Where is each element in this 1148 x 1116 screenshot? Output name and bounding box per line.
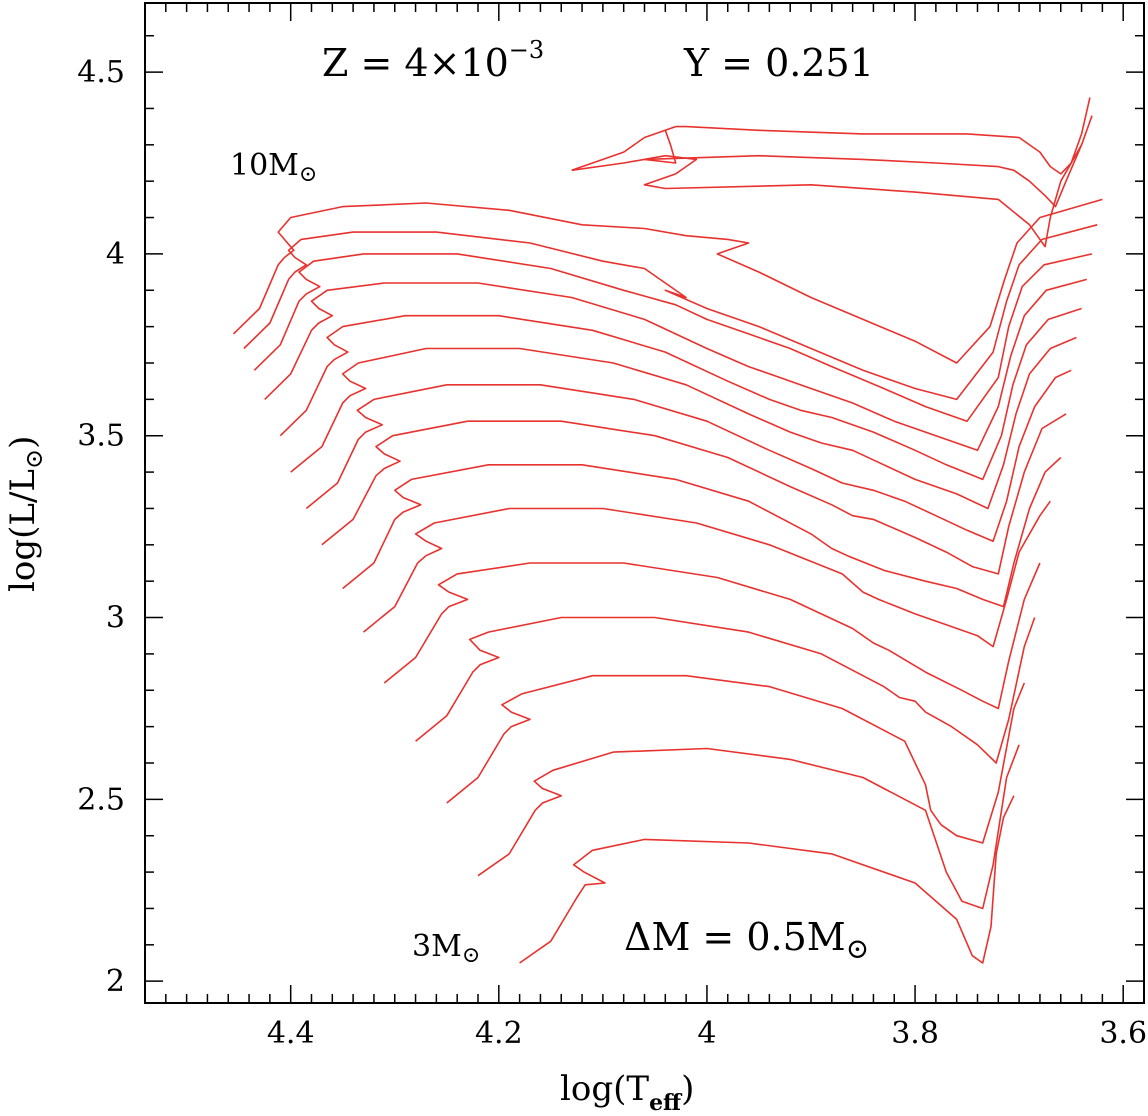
track-8 xyxy=(305,369,1072,542)
tick-labels: 4.4 4.2 4 3.8 3.6 2 2.5 3 3.5 4 4.5 xyxy=(77,55,1147,1051)
bottom-mass-label: 3M⊙ xyxy=(412,929,480,968)
x-tick-label: 3.6 xyxy=(1099,1016,1147,1051)
x-tick-label: 4 xyxy=(697,1016,716,1051)
x-axis-title-sub: eff xyxy=(649,1090,683,1116)
track-5 xyxy=(362,500,1051,648)
mass-step-label: ΔM = 0.5M⊙ xyxy=(624,915,869,965)
evolutionary-tracks xyxy=(232,97,1103,964)
sun-symbol: ⊙ xyxy=(20,449,48,469)
y-tick-label: 2.5 xyxy=(77,782,125,817)
top-mass-label: 10M⊙ xyxy=(230,148,317,187)
y-tick-label: 4.5 xyxy=(77,55,125,90)
track-9 xyxy=(290,336,1077,510)
plot-frame xyxy=(144,2,1145,1004)
track-7 xyxy=(321,413,1067,575)
y-axis-title-main: log(L/L xyxy=(3,469,43,592)
x-axis-title-close: ) xyxy=(681,1069,694,1109)
track-17 xyxy=(571,97,1091,175)
mass-step-text: ΔM = 0.5M xyxy=(624,915,846,959)
y-tick-label: 3.5 xyxy=(77,419,125,454)
track-11 xyxy=(264,278,1088,452)
x-tick-label: 3.8 xyxy=(891,1016,939,1051)
track-6 xyxy=(342,456,1062,608)
y-axis-title-close: ) xyxy=(3,436,43,449)
track-13 xyxy=(243,224,1098,401)
x-axis-title: log(Teff) xyxy=(560,1069,694,1116)
y-tick-label: 2 xyxy=(106,964,125,999)
y-tick-label: 3 xyxy=(106,601,125,636)
x-tick-label: 4.2 xyxy=(475,1016,523,1051)
axis-ticks xyxy=(145,3,1144,1003)
track-2 xyxy=(446,674,1026,844)
sun-symbol: ⊙ xyxy=(462,943,480,968)
track-12 xyxy=(253,253,1093,422)
y-axis-title: log(L/L⊙) xyxy=(3,436,48,592)
bottom-mass-value: 3M xyxy=(412,929,462,964)
metallicity-label: Z = 4×10−3 xyxy=(322,36,544,85)
track-4 xyxy=(383,562,1041,710)
top-mass-value: 10M xyxy=(230,148,299,183)
track-15 xyxy=(571,144,1083,248)
x-axis-title-main: log(T xyxy=(560,1069,649,1109)
x-tick-label: 4.4 xyxy=(267,1016,315,1051)
track-1 xyxy=(477,744,1020,910)
track-3 xyxy=(415,616,1036,764)
sun-symbol: ⊙ xyxy=(299,162,317,187)
y-tick-label: 4 xyxy=(106,237,125,272)
sun-symbol: ⊙ xyxy=(846,932,869,965)
track-10 xyxy=(279,307,1082,481)
helium-label: Y = 0.251 xyxy=(683,41,874,85)
track-16 xyxy=(643,115,1093,208)
track-14 xyxy=(232,198,1103,364)
metallicity-exponent: −3 xyxy=(509,36,544,64)
track-0 xyxy=(519,795,1015,964)
metallicity-text: Z = 4×10 xyxy=(322,41,509,85)
